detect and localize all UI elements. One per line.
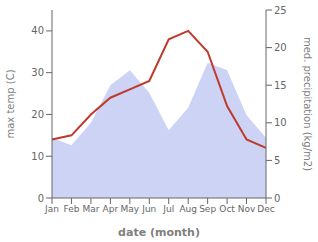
- svg-text:20: 20: [274, 42, 287, 53]
- svg-text:20: 20: [31, 109, 44, 120]
- svg-text:Oct: Oct: [219, 204, 235, 214]
- svg-text:med. precipitation (kg/m2): med. precipitation (kg/m2): [302, 37, 313, 171]
- svg-text:Nov: Nov: [238, 204, 256, 214]
- svg-text:May: May: [121, 204, 140, 214]
- svg-text:Mar: Mar: [82, 204, 99, 214]
- svg-text:Aug: Aug: [179, 204, 197, 214]
- svg-text:Jul: Jul: [162, 204, 174, 214]
- svg-text:0: 0: [274, 193, 280, 204]
- svg-text:10: 10: [274, 117, 287, 128]
- svg-text:Dec: Dec: [257, 204, 274, 214]
- svg-text:Apr: Apr: [103, 204, 119, 214]
- svg-text:max temp (C): max temp (C): [5, 69, 16, 138]
- svg-text:25: 25: [274, 5, 287, 16]
- svg-text:15: 15: [274, 80, 287, 91]
- svg-text:Sep: Sep: [199, 204, 216, 214]
- svg-text:date (month): date (month): [118, 226, 200, 239]
- svg-text:5: 5: [274, 155, 280, 166]
- svg-text:40: 40: [31, 25, 44, 36]
- svg-text:10: 10: [31, 151, 44, 162]
- svg-text:Feb: Feb: [63, 204, 79, 214]
- svg-text:30: 30: [31, 67, 44, 78]
- svg-text:0: 0: [38, 193, 44, 204]
- svg-text:Jun: Jun: [141, 204, 156, 214]
- svg-text:Jan: Jan: [44, 204, 59, 214]
